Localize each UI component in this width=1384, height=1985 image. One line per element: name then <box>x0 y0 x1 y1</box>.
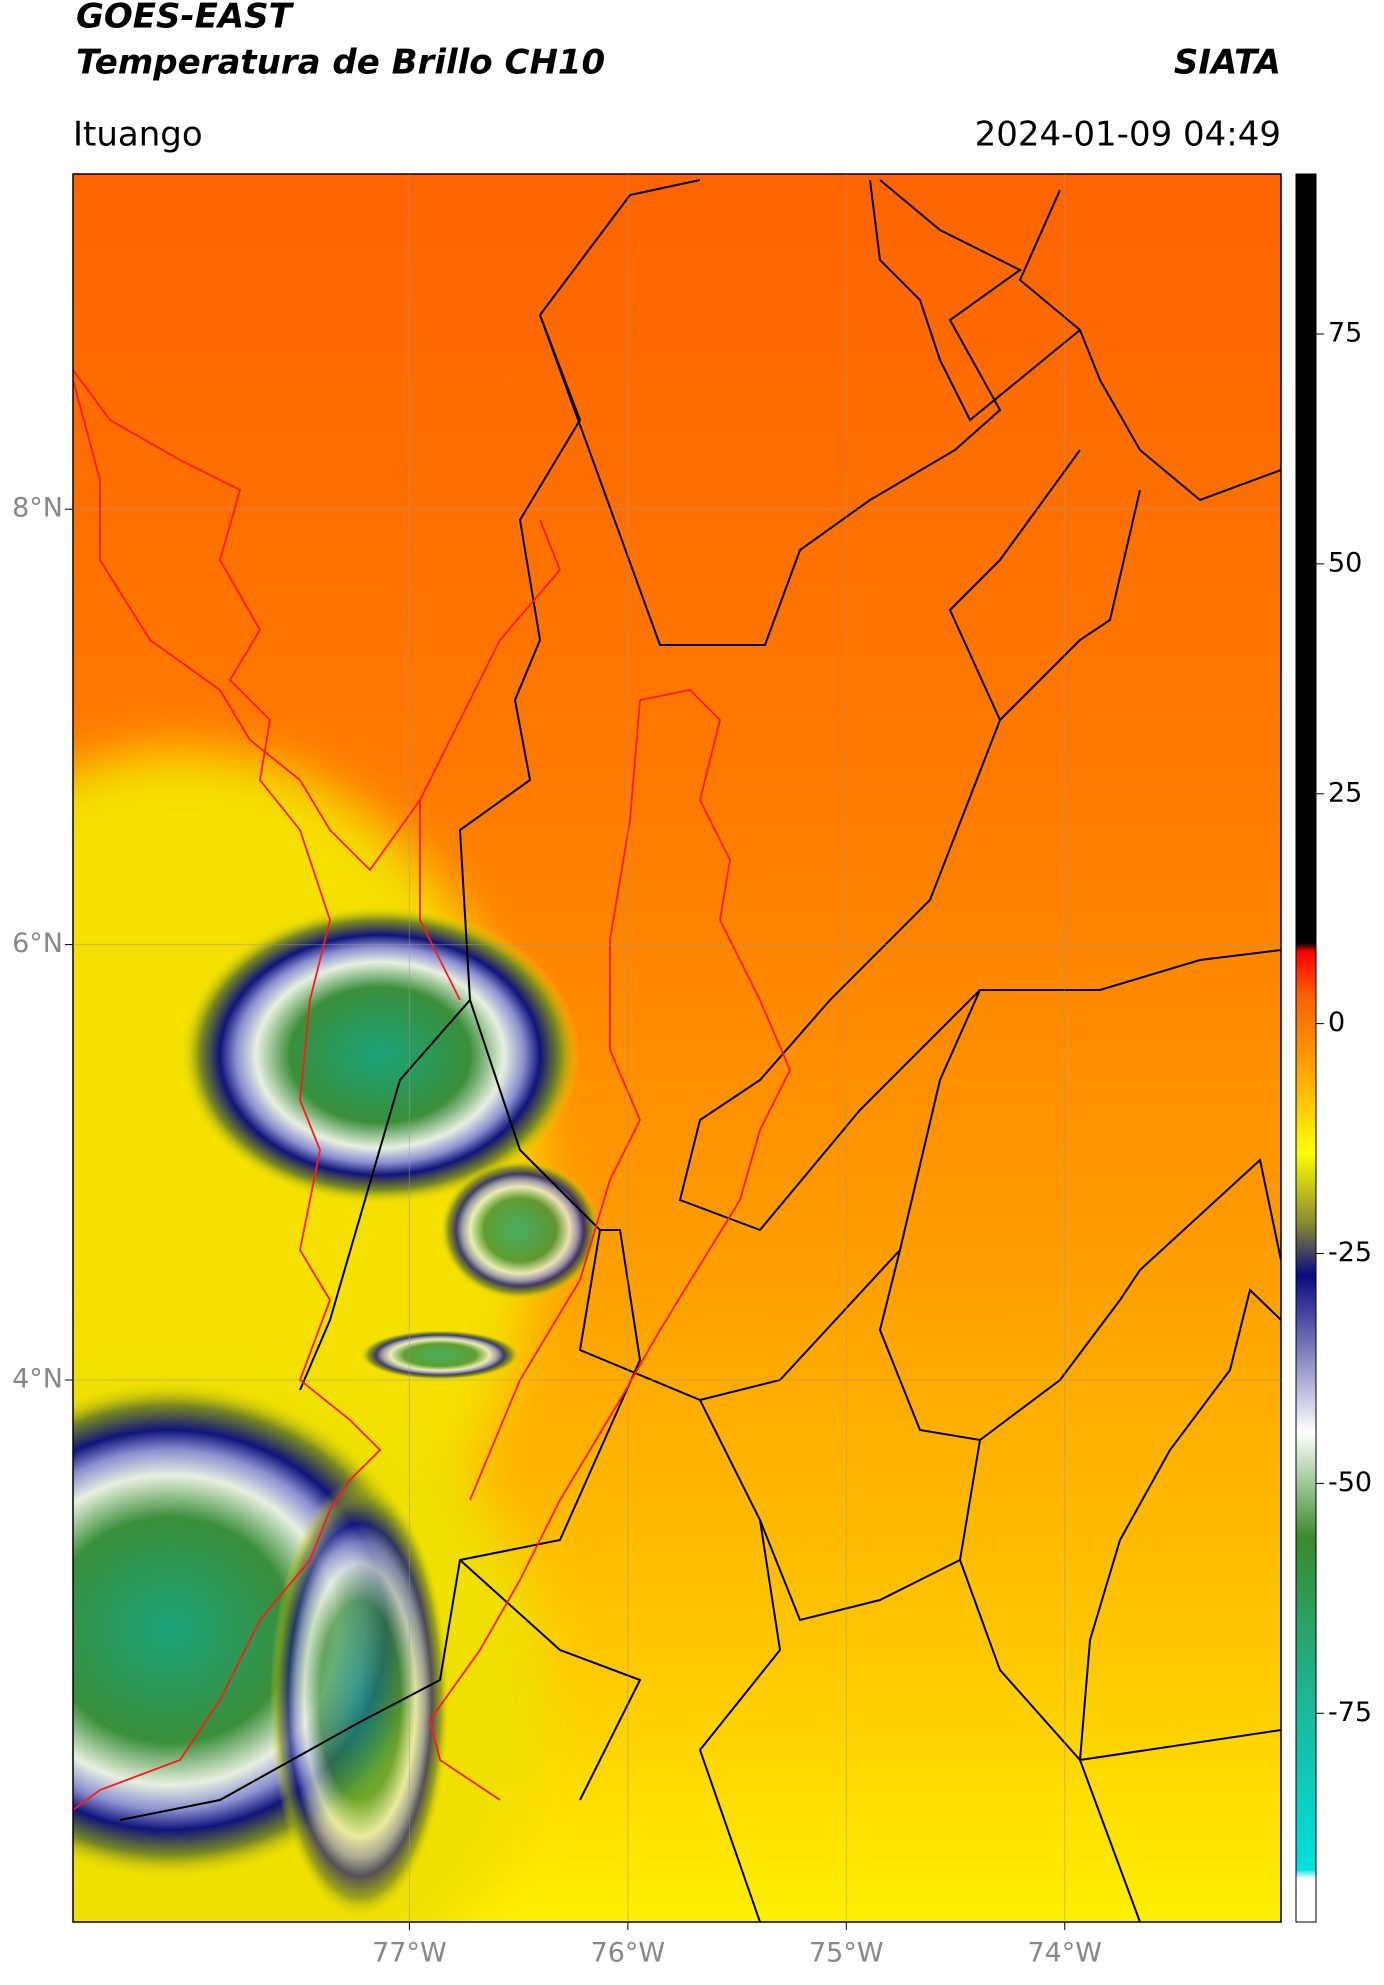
lat-tick-label: 8°N <box>12 493 63 524</box>
lon-tick-label: 75°W <box>809 1938 884 1969</box>
location: Ituango <box>73 115 203 155</box>
lat-tick-label: 4°N <box>12 1363 63 1394</box>
colorbar-tick-label: 75 <box>1328 317 1362 348</box>
colorbar-tick-label: 0 <box>1328 1007 1345 1038</box>
lon-tick-label: 74°W <box>1027 1938 1102 1969</box>
lat-tick-label: 6°N <box>12 928 63 959</box>
colorbar-tick-label: 25 <box>1328 777 1362 808</box>
map-frame <box>72 173 1282 1923</box>
colorbar-tick-label: -75 <box>1328 1697 1372 1728</box>
subtitle: Temperatura de Brillo CH10 <box>76 43 605 83</box>
lon-tick-label: 76°W <box>591 1938 666 1969</box>
colorbar-tick-label: 50 <box>1328 547 1362 578</box>
colorbar-tick-label: -25 <box>1328 1237 1372 1268</box>
map-image <box>73 174 1281 1922</box>
colorbar <box>1295 173 1317 1923</box>
title: GOES-EAST <box>76 0 295 37</box>
lon-tick-label: 77°W <box>372 1938 447 1969</box>
colorbar-tick-label: -50 <box>1328 1467 1372 1498</box>
brand: SIATA <box>1174 43 1281 83</box>
timestamp: 2024-01-09 04:49 <box>975 115 1281 155</box>
